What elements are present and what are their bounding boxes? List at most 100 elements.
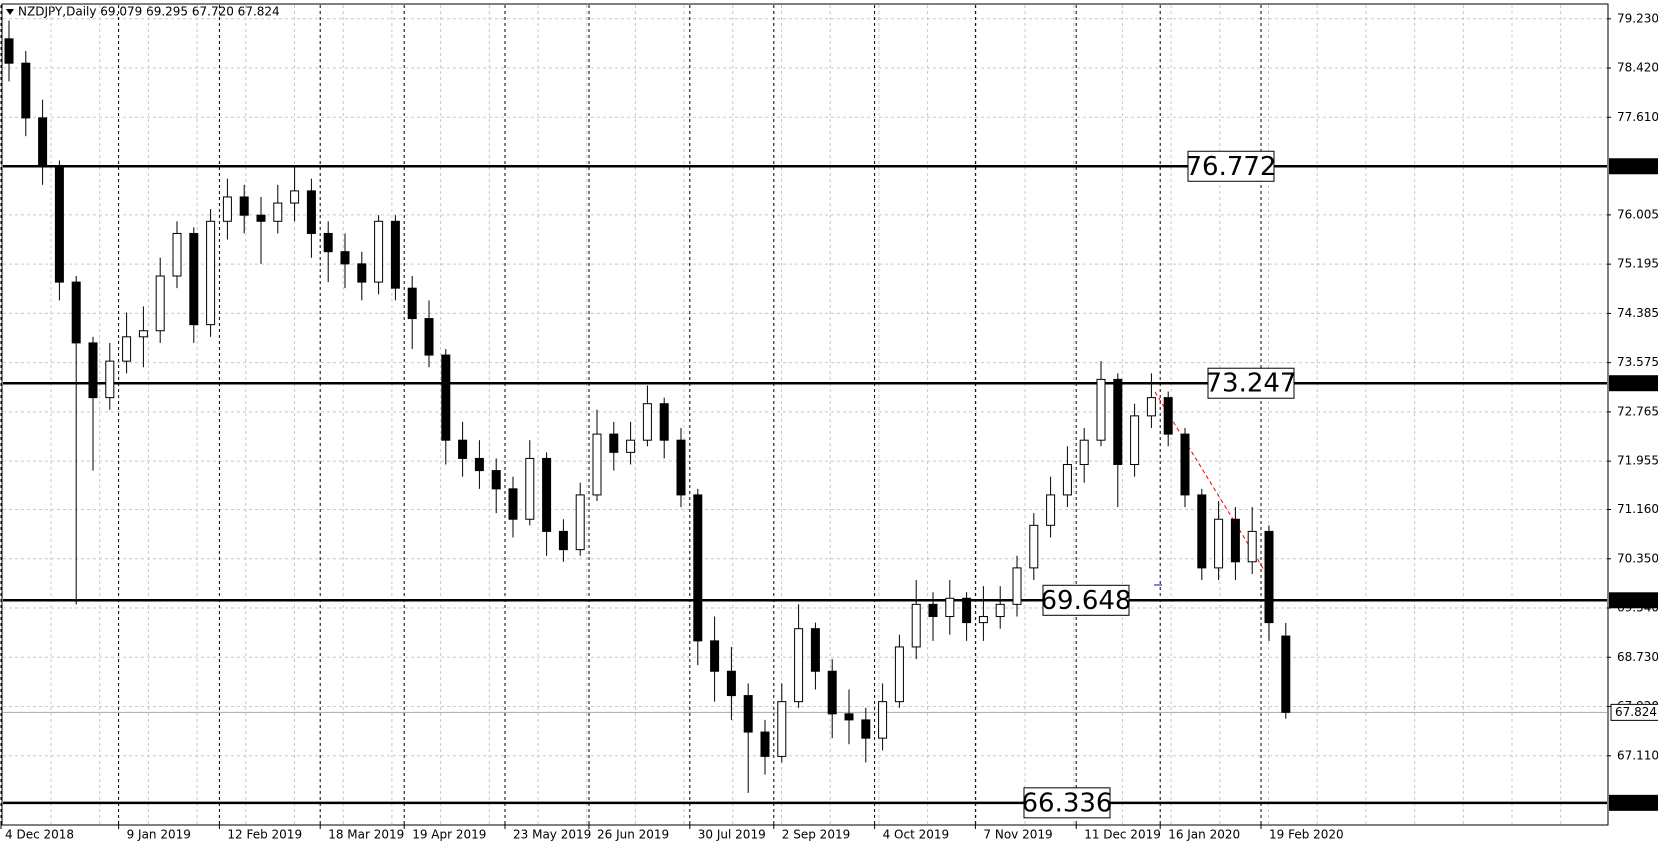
candle-body <box>1079 439 1089 466</box>
candle-body <box>1197 494 1207 569</box>
candle-body <box>861 719 871 739</box>
candle-body <box>827 670 837 715</box>
candle-body <box>1113 378 1123 466</box>
candle-body <box>222 196 232 222</box>
level-axis-label: 66.336 <box>1614 795 1656 809</box>
candle-body <box>424 318 434 356</box>
candle-body <box>491 470 501 490</box>
y-tick-label: 78.420 <box>1617 61 1658 75</box>
candle-body <box>21 62 31 119</box>
candle-body <box>1012 567 1022 605</box>
level-axis-label: 69.667 <box>1614 593 1656 607</box>
x-tick-label: 30 Jul 2019 <box>698 828 766 842</box>
candle-body <box>508 488 518 520</box>
candle-body <box>928 603 938 618</box>
candle-body <box>273 202 283 222</box>
y-tick-label: 79.230 <box>1617 11 1658 25</box>
candle-body <box>558 530 568 551</box>
candle-body <box>323 232 333 253</box>
x-tick-label: 23 May 2019 <box>513 828 591 842</box>
candle-body <box>945 597 955 618</box>
y-tick-label: 73.575 <box>1617 355 1658 369</box>
candle-body <box>172 232 182 277</box>
candle-body <box>4 38 14 64</box>
y-tick-label: 68.730 <box>1617 650 1658 664</box>
x-tick-label: 4 Oct 2019 <box>883 828 950 842</box>
candle-body <box>1062 464 1072 496</box>
x-tick-label: 2 Sep 2019 <box>782 828 850 842</box>
candle-body <box>726 670 736 697</box>
level-axis-label: 73.237 <box>1614 376 1656 390</box>
candle-body <box>659 403 669 441</box>
level-label: 76.772 <box>1186 152 1277 182</box>
candle-body <box>962 597 972 624</box>
level-axis-label: 76.805 <box>1614 159 1656 173</box>
candle-body <box>374 220 384 283</box>
candle-body <box>693 494 703 642</box>
x-tick-label: 12 Feb 2019 <box>227 828 302 842</box>
x-tick-label: 18 Mar 2019 <box>328 828 404 842</box>
plot-frame <box>1 3 1609 826</box>
candle-body <box>290 190 300 204</box>
menu-triangle[interactable] <box>6 9 14 15</box>
candle-body <box>894 646 904 703</box>
y-tick-label: 71.955 <box>1617 454 1658 468</box>
x-tick-label: 7 Nov 2019 <box>983 828 1052 842</box>
level-label: 66.336 <box>1022 788 1113 818</box>
candle-body <box>54 166 64 283</box>
candle-body <box>810 628 820 672</box>
candle-body <box>525 457 535 520</box>
candle-body <box>458 439 468 459</box>
candle-body <box>626 439 636 453</box>
y-tick-label: 70.350 <box>1617 551 1658 565</box>
level-label-box <box>1023 787 1111 819</box>
y-tick-label: 75.195 <box>1617 257 1658 271</box>
candle-body <box>189 232 199 326</box>
level-axis-box <box>1609 794 1658 811</box>
candle-body <box>911 603 921 648</box>
y-tick-label: 74.385 <box>1617 306 1658 320</box>
candle-body <box>1146 397 1156 417</box>
candle-body <box>88 342 98 399</box>
level-label-box <box>1042 584 1130 616</box>
candle-body <box>1281 635 1291 713</box>
x-tick-label: 26 Jun 2019 <box>597 828 669 842</box>
candle-body <box>441 354 451 441</box>
level-label: 69.648 <box>1041 586 1132 616</box>
candle-body <box>542 457 552 532</box>
candle-body <box>256 214 266 222</box>
level-label: 73.247 <box>1206 369 1297 399</box>
level-axis-box <box>1609 592 1658 609</box>
candle-body <box>390 220 400 289</box>
candle-body <box>1046 494 1056 526</box>
candle-body <box>1163 397 1173 435</box>
candle-body <box>1214 518 1224 569</box>
x-tick-label: 19 Apr 2019 <box>412 828 486 842</box>
candle-body <box>38 117 48 168</box>
level-axis-box <box>1609 375 1658 392</box>
candle-body <box>592 433 602 496</box>
current-price-label: 67.824 <box>1615 705 1657 719</box>
candle-body <box>777 701 787 757</box>
x-tick-label: 4 Dec 2018 <box>5 828 74 842</box>
candle-body <box>206 220 216 326</box>
candle-body <box>575 494 585 551</box>
candle-body <box>1264 530 1274 624</box>
candle-body <box>1130 415 1140 466</box>
candle-body <box>844 713 854 721</box>
y-tick-label: 71.160 <box>1617 502 1658 516</box>
trend-line <box>1154 391 1273 584</box>
price-box <box>1610 703 1658 721</box>
candle-body <box>155 275 165 332</box>
candle-body <box>122 336 132 362</box>
y-tick-label: 72.765 <box>1617 404 1658 418</box>
candle-body <box>306 190 316 234</box>
candle-body <box>340 251 350 265</box>
candle-body <box>1029 524 1039 569</box>
candle-body <box>357 263 367 283</box>
y-tick-label: 67.110 <box>1617 748 1658 762</box>
y-tick-label: 76.005 <box>1617 207 1658 221</box>
candle-body <box>1230 518 1240 563</box>
candle-body <box>676 439 686 496</box>
candle-body <box>105 360 115 399</box>
